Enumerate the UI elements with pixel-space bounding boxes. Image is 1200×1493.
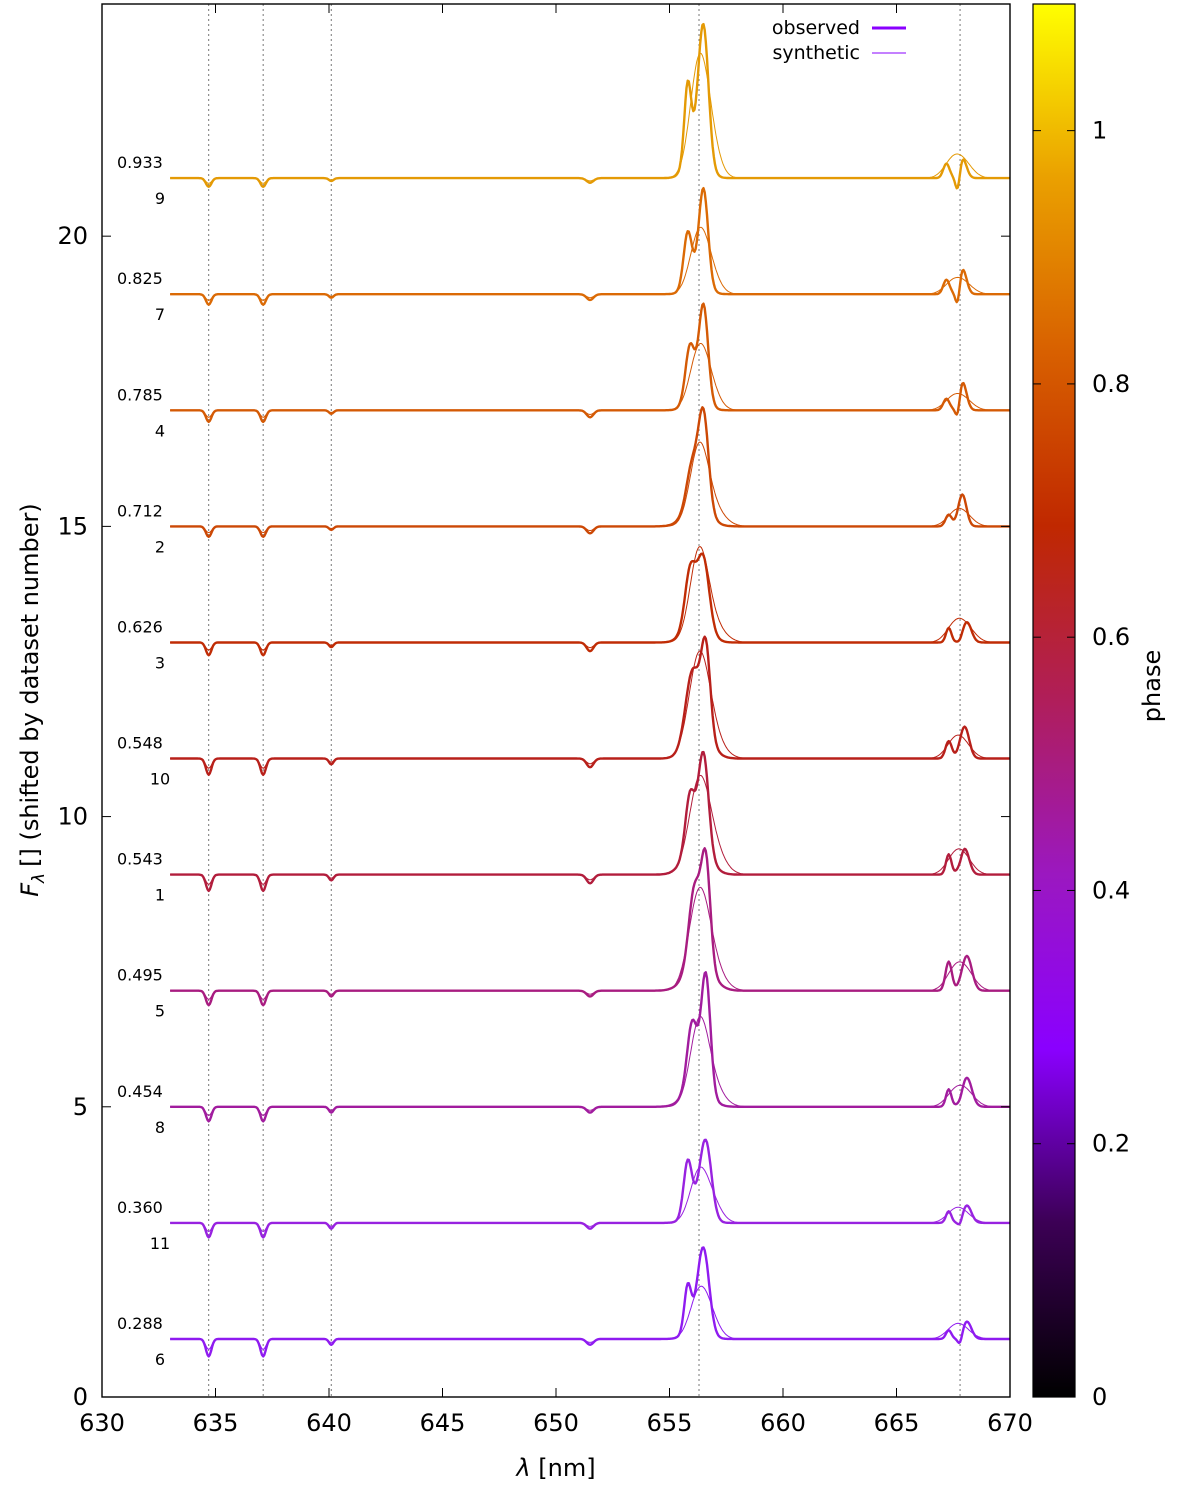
series-dataset-label: 9 [155, 189, 165, 208]
colorbar-label: phase [1138, 650, 1166, 722]
colorbar-tick-label: 0.2 [1092, 1130, 1130, 1158]
series-phase-label: 0.626 [117, 617, 163, 636]
series-phase-label: 0.825 [117, 269, 163, 288]
series-dataset-label: 2 [155, 537, 165, 556]
colorbar-gradient [1032, 3, 1076, 1398]
series-observed-5 [170, 847, 1010, 1007]
series-synthetic-1 [170, 774, 1010, 885]
x-tick-label: 640 [306, 1409, 352, 1437]
series-phase-label: 0.548 [117, 734, 163, 753]
series-phase-label: 0.495 [117, 966, 163, 985]
series-synthetic-5 [170, 886, 1010, 1000]
colorbar-tick-label: 0.6 [1092, 623, 1130, 651]
x-tick-label: 630 [79, 1409, 125, 1437]
y-tick-label: 5 [73, 1093, 88, 1121]
colorbar-tick-label: 0.8 [1092, 370, 1130, 398]
series-synthetic-8 [170, 1015, 1010, 1117]
spectra-series [170, 22, 1010, 1358]
x-axis-label: λ [nm] [514, 1454, 595, 1482]
series-observed-7 [170, 187, 1010, 306]
y-axis-label: Fλ[] (shifted by dataset number) [16, 503, 49, 897]
legend: observed synthetic [772, 17, 906, 64]
x-tick-label: 660 [760, 1409, 806, 1437]
series-phase-label: 0.543 [117, 850, 163, 869]
series-synthetic-3 [170, 546, 1010, 651]
series-observed-3 [170, 552, 1010, 657]
y-tick-label: 10 [57, 803, 88, 831]
x-tick-label: 670 [987, 1409, 1033, 1437]
x-axis-ticks: 630 635 640 645 650 655 660 665 670 [79, 4, 1033, 1437]
series-phase-label: 0.454 [117, 1082, 163, 1101]
colorbar-tick-label: 0.4 [1092, 876, 1130, 904]
x-tick-label: 635 [193, 1409, 239, 1437]
series-observed-2 [170, 406, 1010, 538]
y-tick-label: 15 [57, 512, 88, 540]
series-phase-label: 0.785 [117, 385, 163, 404]
series-dataset-label: 6 [155, 1350, 165, 1369]
colorbar-ticks: 0 0.2 0.4 0.6 0.8 1 [1033, 117, 1130, 1411]
colorbar-tick-label: 0 [1092, 1383, 1107, 1411]
series-synthetic-7 [170, 226, 1010, 302]
series-dataset-label: 8 [155, 1118, 165, 1137]
series-synthetic-4 [170, 343, 1010, 418]
colorbar-tick-label: 1 [1092, 117, 1107, 145]
x-tick-label: 655 [647, 1409, 693, 1437]
series-dataset-label: 5 [155, 1002, 165, 1021]
series-synthetic-10 [170, 650, 1010, 769]
series-phase-label: 0.288 [117, 1314, 163, 1333]
series-phase-label: 0.933 [117, 153, 163, 172]
series-observed-11 [170, 1138, 1010, 1239]
series-dataset-label: 4 [155, 421, 165, 440]
series-observed-1 [170, 750, 1010, 893]
series-phase-label: 0.712 [117, 501, 163, 520]
series-observed-6 [170, 1246, 1010, 1358]
series-dataset-label: 10 [150, 770, 170, 789]
series-observed-4 [170, 302, 1010, 424]
legend-label-observed: observed [772, 17, 860, 39]
legend-label-synthetic: synthetic [772, 42, 860, 64]
reference-lines [208, 4, 961, 1397]
x-tick-label: 650 [533, 1409, 579, 1437]
series-dataset-label: 11 [150, 1234, 170, 1253]
x-tick-label: 665 [874, 1409, 920, 1437]
series-dataset-label: 3 [155, 653, 165, 672]
series-labels: 0.288 6 0.360 11 0.454 8 0.495 5 0.543 1 0.548 10 0.… [117, 153, 170, 1369]
colorbar: 0 0.2 0.4 0.6 0.8 1 phase [1032, 3, 1166, 1411]
series-observed-9 [170, 22, 1010, 190]
x-tick-label: 645 [420, 1409, 466, 1437]
y-tick-label: 20 [57, 222, 88, 250]
series-synthetic-9 [170, 52, 1010, 184]
series-phase-label: 0.360 [117, 1198, 163, 1217]
series-synthetic-2 [170, 441, 1010, 534]
plot-frame [101, 3, 1011, 1398]
series-dataset-label: 7 [155, 305, 165, 324]
series-dataset-label: 1 [155, 886, 165, 905]
series-observed-8 [170, 971, 1010, 1123]
y-tick-label: 0 [73, 1383, 88, 1411]
series-observed-10 [170, 635, 1010, 776]
